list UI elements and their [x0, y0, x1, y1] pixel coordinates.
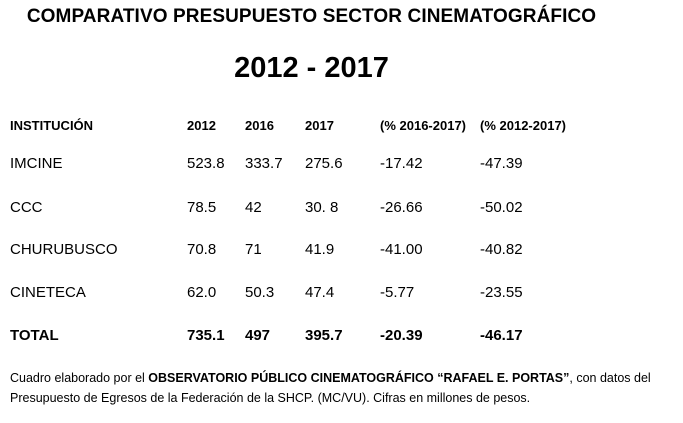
cell-institucion: IMCINE [10, 155, 63, 172]
header-pct-2012-2017: (% 2012-2017) [480, 118, 566, 133]
cell-2016: 71 [245, 241, 262, 258]
cell-pct-2012-2017: -50.02 [480, 199, 523, 216]
cell-2017: 47.4 [305, 284, 335, 301]
total-2016: 497 [245, 327, 271, 344]
cell-2017: 41.9 [305, 241, 335, 258]
total-2012: 735.1 [187, 327, 225, 344]
cell-2017: 275.6 [305, 155, 343, 172]
cell-institucion: CHURUBUSCO [10, 241, 118, 258]
page-title: COMPARATIVO PRESUPUESTO SECTOR CINEMATOG… [26, 6, 597, 27]
cell-pct-2012-2017: -23.55 [480, 284, 523, 301]
cell-pct-2016-2017: -41.00 [380, 241, 423, 258]
total-pct-2012-2017: -46.17 [480, 327, 523, 344]
cell-pct-2012-2017: -47.39 [480, 155, 523, 172]
header-2017: 2017 [305, 118, 334, 133]
cell-2017: 30. 8 [305, 199, 339, 216]
note-suffix: , con datos del Presupuesto de Egresos d… [10, 371, 651, 405]
cell-institucion: CINETECA [10, 284, 86, 301]
cell-2012: 523.8 [187, 155, 225, 172]
header-2012: 2012 [187, 118, 216, 133]
total-2017: 395.7 [305, 327, 343, 344]
cell-2016: 42 [245, 199, 262, 216]
note-prefix: Cuadro elaborado por el [10, 371, 149, 385]
cell-2012: 70.8 [187, 241, 217, 258]
header-pct-2016-2017: (% 2016-2017) [380, 118, 466, 133]
cell-institucion: CCC [10, 199, 43, 216]
header-2016: 2016 [245, 118, 274, 133]
cell-pct-2012-2017: -40.82 [480, 241, 523, 258]
cell-pct-2016-2017: -26.66 [380, 199, 423, 216]
cell-2016: 50.3 [245, 284, 275, 301]
cell-2012: 78.5 [187, 199, 217, 216]
total-pct-2016-2017: -20.39 [380, 327, 423, 344]
cell-2016: 333.7 [245, 155, 283, 172]
page-subtitle: 2012 - 2017 [234, 52, 389, 84]
cell-pct-2016-2017: -17.42 [380, 155, 423, 172]
cell-2012: 62.0 [187, 284, 217, 301]
header-institucion: INSTITUCIÓN [10, 118, 94, 133]
source-note: Cuadro elaborado por el OBSERVATORIO PÚB… [10, 368, 672, 408]
total-label: TOTAL [10, 327, 59, 344]
note-organization: OBSERVATORIO PÚBLICO CINEMATOGRÁFICO “RA… [148, 371, 570, 385]
cell-pct-2016-2017: -5.77 [380, 284, 415, 301]
